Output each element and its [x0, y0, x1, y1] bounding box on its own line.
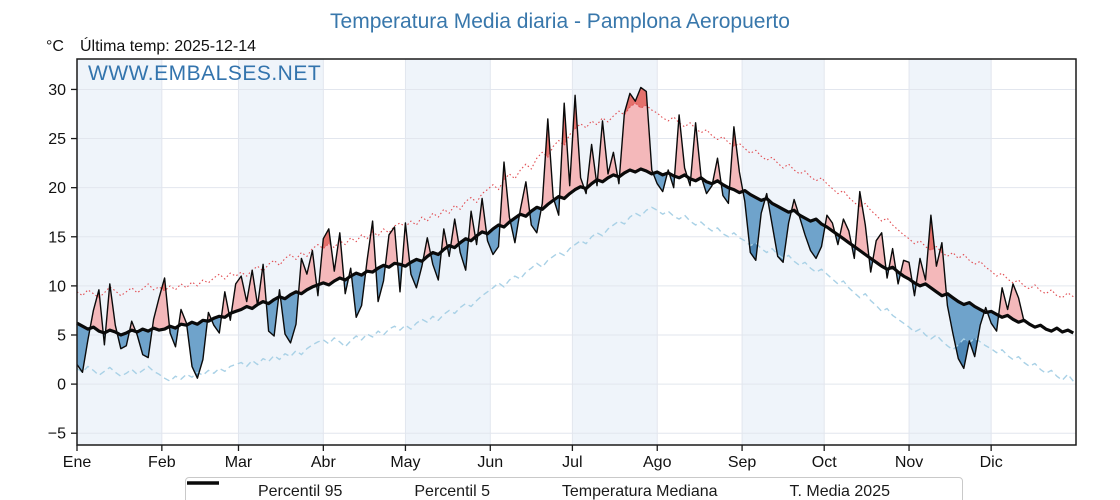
- x-tick-label: Jul: [562, 454, 582, 471]
- legend-item-median: Temperatura Mediana: [187, 481, 718, 500]
- legend-label-t2025: T. Media 2025: [789, 483, 890, 500]
- month-band: [77, 59, 162, 445]
- chart-subtitle: °C Última temp: 2025-12-14: [46, 38, 256, 56]
- legend-label-median: Temperatura Mediana: [561, 483, 718, 500]
- legend-box: Percentil 95 Percentil 5 Temperatura Med…: [185, 477, 963, 500]
- fill-above-median: [90, 87, 1024, 333]
- series-line-p5: [76, 206, 1074, 382]
- x-tick-label: Jun: [477, 454, 503, 471]
- y-tick-label: 15: [48, 229, 66, 246]
- fill-below-median: [77, 172, 1024, 379]
- legend-label-p95: Percentil 95: [257, 483, 343, 500]
- plot-border: [76, 58, 1077, 446]
- x-tick-label: Abr: [311, 454, 337, 471]
- x-tick-label: Feb: [148, 454, 176, 471]
- legend-sample-t2025-thin-line: [187, 482, 219, 484]
- y-tick-label: 20: [48, 180, 66, 197]
- y-tick-label: 5: [57, 327, 66, 344]
- series-line-p95: [76, 102, 1074, 299]
- legend-item-t2025: T. Media 2025: [187, 482, 890, 500]
- fill-below-p5: [82, 242, 978, 379]
- x-tick-label: Oct: [812, 454, 837, 471]
- y-tick-label: 25: [48, 131, 66, 148]
- x-tick-label: Mar: [225, 454, 253, 471]
- chart-title: Temperatura Media diaria - Pamplona Aero…: [330, 10, 790, 33]
- watermark: WWW.EMBALSES.NET: [88, 62, 322, 85]
- x-tick-label: Sep: [728, 454, 757, 471]
- x-tick-label: May: [390, 454, 420, 471]
- x-tick-label: Nov: [895, 454, 923, 471]
- series-line-t2025: [76, 86, 1025, 379]
- x-tick-label: Dic: [980, 454, 1003, 471]
- series-line-median: [76, 167, 1075, 337]
- y-tick-label: −5: [48, 426, 66, 443]
- month-band: [238, 59, 324, 445]
- x-tick-label: Ago: [643, 454, 672, 471]
- y-axis-unit: °C: [46, 38, 64, 55]
- legend-item-p95: Percentil 95: [187, 482, 343, 500]
- y-tick-label: 10: [48, 278, 66, 295]
- month-band: [909, 59, 992, 445]
- last-temp-label: Última temp: 2025-12-14: [79, 38, 257, 55]
- legend-label-p5: Percentil 5: [414, 483, 490, 500]
- y-tick-label: 0: [57, 377, 66, 394]
- y-tick-label: 30: [48, 82, 66, 99]
- x-tick-label: Ene: [63, 454, 92, 471]
- legend-item-p5: Percentil 5: [187, 482, 490, 500]
